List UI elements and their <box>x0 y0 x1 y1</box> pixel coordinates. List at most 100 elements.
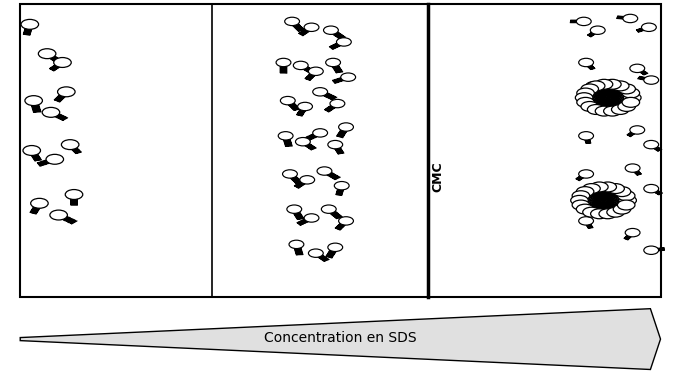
Circle shape <box>572 191 590 201</box>
Circle shape <box>284 17 299 26</box>
Circle shape <box>619 195 636 205</box>
Circle shape <box>583 207 601 217</box>
Circle shape <box>579 131 594 140</box>
Circle shape <box>317 167 332 175</box>
Circle shape <box>588 104 605 114</box>
Circle shape <box>295 138 310 146</box>
Circle shape <box>334 181 349 190</box>
Circle shape <box>300 176 315 184</box>
Circle shape <box>617 191 635 201</box>
Circle shape <box>579 217 594 225</box>
Circle shape <box>581 101 599 111</box>
Circle shape <box>31 199 49 208</box>
Circle shape <box>617 200 635 210</box>
Circle shape <box>576 187 594 197</box>
Circle shape <box>304 23 319 32</box>
Circle shape <box>613 204 631 214</box>
Circle shape <box>328 243 342 251</box>
Circle shape <box>618 84 636 94</box>
Circle shape <box>338 123 353 131</box>
Circle shape <box>622 98 640 107</box>
Circle shape <box>600 199 607 202</box>
Circle shape <box>324 26 338 34</box>
Circle shape <box>21 19 38 29</box>
Circle shape <box>644 246 658 255</box>
Circle shape <box>338 217 353 225</box>
Circle shape <box>642 23 656 32</box>
Circle shape <box>644 141 658 149</box>
Circle shape <box>583 184 601 194</box>
Circle shape <box>595 106 613 116</box>
Circle shape <box>571 195 588 205</box>
Circle shape <box>38 49 56 59</box>
Circle shape <box>54 58 71 67</box>
Circle shape <box>599 182 617 192</box>
Circle shape <box>590 182 608 192</box>
Circle shape <box>280 96 295 105</box>
Circle shape <box>618 101 636 111</box>
Circle shape <box>309 67 324 75</box>
Circle shape <box>577 98 594 107</box>
Circle shape <box>276 58 291 67</box>
Circle shape <box>576 93 593 102</box>
Circle shape <box>42 107 60 117</box>
Circle shape <box>287 205 302 213</box>
Circle shape <box>298 102 313 110</box>
Circle shape <box>623 93 641 102</box>
Circle shape <box>61 140 79 150</box>
Polygon shape <box>20 309 661 370</box>
Circle shape <box>282 170 297 178</box>
Circle shape <box>321 205 336 213</box>
Circle shape <box>605 96 611 99</box>
Circle shape <box>625 164 640 172</box>
Circle shape <box>577 88 594 98</box>
Circle shape <box>313 88 328 96</box>
Circle shape <box>613 187 631 197</box>
Circle shape <box>289 240 304 248</box>
Circle shape <box>599 209 617 219</box>
Circle shape <box>595 79 613 89</box>
Circle shape <box>625 229 640 237</box>
Circle shape <box>328 141 342 149</box>
Circle shape <box>25 96 42 106</box>
Text: Concentration en SDS: Concentration en SDS <box>264 331 417 345</box>
Bar <box>20 4 661 297</box>
Circle shape <box>622 88 640 98</box>
Circle shape <box>590 26 605 34</box>
Circle shape <box>623 14 638 23</box>
Circle shape <box>590 209 608 219</box>
Circle shape <box>579 170 594 178</box>
Circle shape <box>65 190 83 200</box>
Circle shape <box>604 106 621 116</box>
Circle shape <box>278 131 293 140</box>
Circle shape <box>611 81 629 91</box>
Circle shape <box>309 249 324 258</box>
Circle shape <box>611 104 629 114</box>
Circle shape <box>50 210 67 220</box>
Circle shape <box>630 64 645 72</box>
Circle shape <box>313 129 328 137</box>
Circle shape <box>607 184 624 194</box>
Text: CMC: CMC <box>431 162 444 192</box>
Circle shape <box>644 184 658 193</box>
Circle shape <box>293 61 308 70</box>
Circle shape <box>586 82 601 90</box>
Circle shape <box>581 84 599 94</box>
Circle shape <box>607 207 624 217</box>
Circle shape <box>341 73 356 82</box>
Circle shape <box>572 200 590 210</box>
Circle shape <box>326 58 340 67</box>
Circle shape <box>579 58 594 67</box>
Circle shape <box>630 126 645 134</box>
Circle shape <box>304 214 319 222</box>
Circle shape <box>576 204 594 214</box>
Circle shape <box>330 99 345 108</box>
Circle shape <box>57 87 75 97</box>
Circle shape <box>23 146 40 155</box>
Circle shape <box>336 38 351 46</box>
Circle shape <box>46 154 63 164</box>
Circle shape <box>588 81 605 91</box>
Circle shape <box>604 79 621 89</box>
Circle shape <box>644 76 658 84</box>
Circle shape <box>576 17 591 26</box>
